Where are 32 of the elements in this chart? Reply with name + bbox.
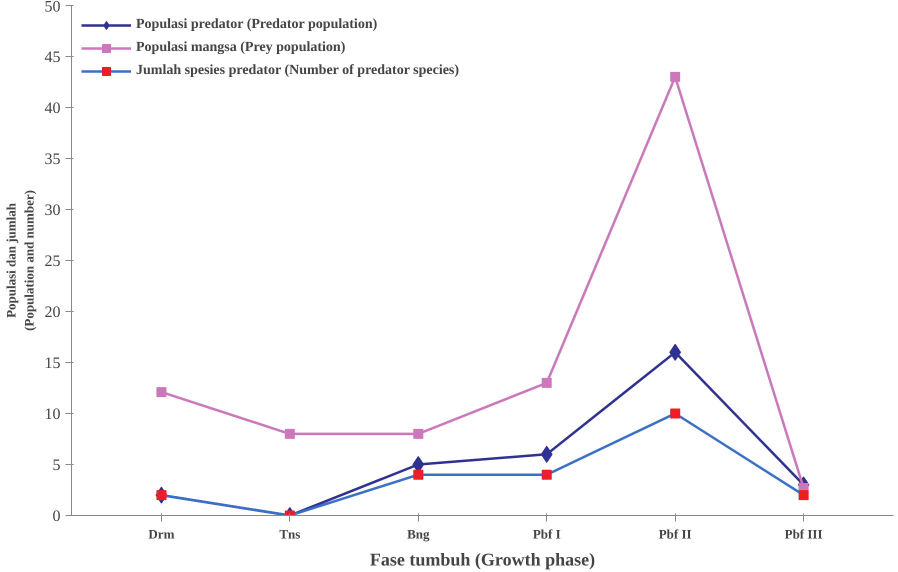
- point: [670, 72, 680, 82]
- y-tick-label: 15: [44, 355, 60, 372]
- y-tick-label: 5: [52, 457, 60, 474]
- legend-label: Populasi predator (Predator population): [136, 17, 378, 33]
- x-tick-label: Drm: [148, 526, 175, 542]
- x-tick-label: Pbf II: [658, 526, 692, 542]
- point: [542, 378, 552, 388]
- point: [670, 408, 680, 418]
- x-tick-label: Bng: [407, 526, 430, 542]
- y-tick-label: 20: [44, 304, 60, 321]
- point: [156, 387, 166, 398]
- point: [284, 428, 295, 439]
- x-axis-title: Fase tumbuh (Growth phase): [370, 550, 596, 570]
- y-tick-label: 10: [44, 406, 60, 423]
- y-tick-label: 30: [44, 202, 60, 219]
- y-axis-title: Populasi dan jumlah (Population and number): [4, 190, 36, 331]
- y-tick-label: 45: [44, 49, 60, 66]
- point: [542, 470, 552, 480]
- legend-label: Jumlah spesies predator (Number of predator species): [136, 63, 460, 79]
- x-tick-label: Pbf I: [532, 526, 561, 542]
- y-tick-label: 50: [44, 0, 60, 16]
- y-tick-label: 25: [44, 253, 60, 270]
- y-tick-label: 0: [52, 508, 60, 525]
- x-tick-label: Tns: [279, 526, 300, 542]
- point: [798, 490, 809, 500]
- y-tick-label: 35: [44, 151, 60, 168]
- point: [413, 428, 424, 439]
- legend-label: Populasi mangsa (Prey population): [136, 40, 346, 56]
- point: [540, 446, 553, 463]
- point: [413, 470, 424, 480]
- y-tick-label: 40: [44, 100, 60, 117]
- x-tick-label: Pbf III: [784, 526, 823, 542]
